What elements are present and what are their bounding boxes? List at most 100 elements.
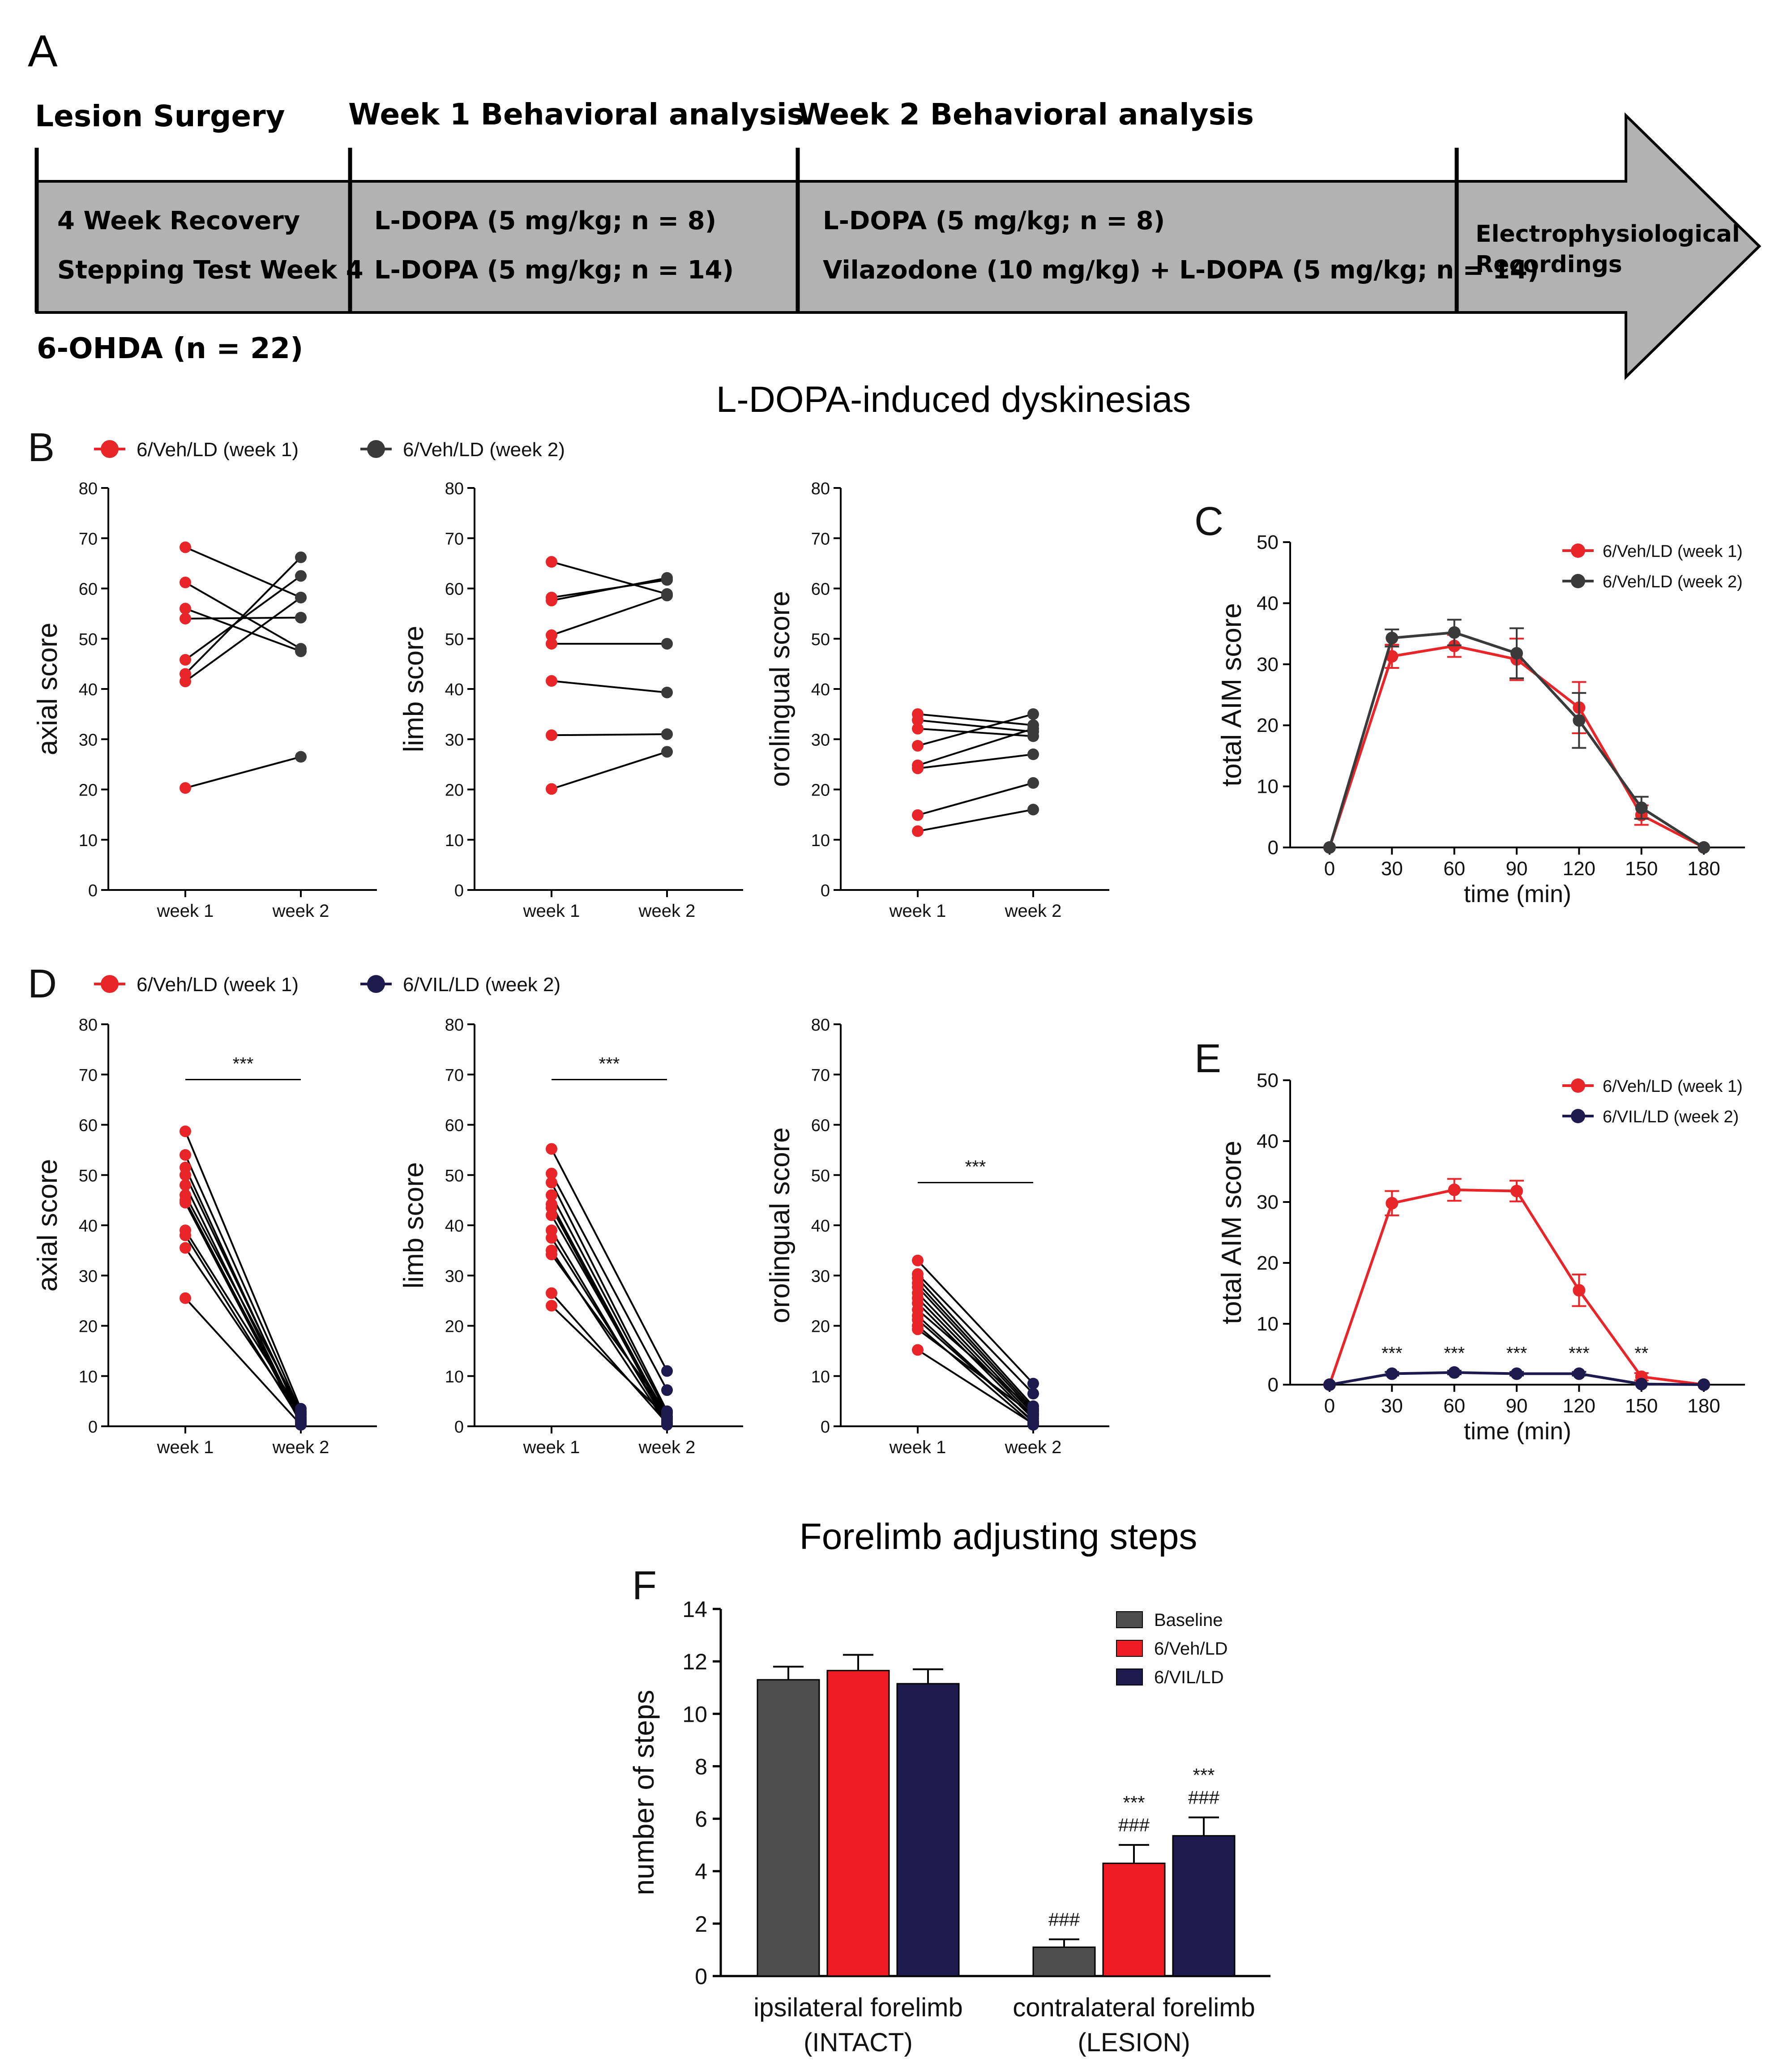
panel-letter-b: B (28, 425, 55, 470)
data-point-week1 (180, 1242, 191, 1254)
pair-line (551, 733, 667, 736)
y-tick-label: 80 (811, 479, 830, 498)
y-tick-label: 30 (445, 731, 464, 749)
x-tick-label: week 2 (638, 1437, 696, 1457)
legend-swatch (1116, 1611, 1143, 1628)
x-tick-label: 90 (1506, 858, 1528, 880)
y-tick-label: 30 (1257, 1191, 1279, 1213)
panel-letter-f: F (632, 1563, 657, 1608)
data-point-week2 (1027, 1418, 1039, 1430)
data-point-week1 (546, 595, 557, 607)
legend-marker (1571, 543, 1585, 558)
y-tick-label: 30 (811, 1267, 830, 1286)
x-tick-label: 180 (1687, 858, 1720, 880)
x-category-label: ipsilateral forelimb (753, 1993, 962, 2022)
y-axis-label: axial score (32, 1159, 63, 1292)
data-point-week1 (912, 825, 924, 837)
legend-marker (101, 975, 119, 993)
legend-marker (1571, 1078, 1585, 1093)
panel-letter-c: C (1194, 499, 1223, 544)
x-tick-label: 120 (1563, 1395, 1595, 1417)
pair-line (917, 1277, 1034, 1407)
data-point-week1 (912, 762, 924, 774)
y-axis-label: limb score (398, 626, 429, 753)
x-category-sublabel: (LESION) (1078, 2028, 1190, 2057)
data-point (1573, 1284, 1586, 1297)
data-point-week2 (1027, 1378, 1039, 1390)
x-axis-label: time (min) (1464, 881, 1571, 907)
data-point (1510, 1185, 1523, 1198)
y-tick-label: 20 (445, 1318, 464, 1336)
x-tick-label: 60 (1443, 1395, 1465, 1417)
data-point (1386, 1367, 1399, 1380)
box4-line1: Electrophysiological (1476, 221, 1740, 248)
data-point-week1 (180, 782, 191, 794)
y-tick-label: 60 (79, 580, 98, 599)
data-point-week1 (180, 654, 191, 666)
y-tick-label: 80 (79, 479, 98, 498)
bar (1102, 1862, 1166, 1977)
data-point-week2 (295, 591, 307, 603)
data-point-week1 (546, 637, 557, 650)
significance-label: ### (1048, 1909, 1080, 1930)
y-tick-label: 0 (1268, 1374, 1279, 1396)
pair-line (917, 782, 1034, 816)
x-tick-label: 0 (1324, 1395, 1335, 1417)
y-tick-label: 40 (811, 680, 830, 699)
x-tick-label: 120 (1563, 858, 1595, 880)
legend-marker (1571, 574, 1585, 588)
data-point-week2 (1027, 1409, 1039, 1421)
x-tick-label: 150 (1625, 1395, 1658, 1417)
x-tick-label: 180 (1687, 1395, 1720, 1417)
y-tick-label: 4 (695, 1859, 707, 1884)
y-tick-label: 0 (454, 1418, 464, 1437)
data-point-week1 (180, 1229, 191, 1241)
x-tick-label: week 2 (272, 1437, 329, 1457)
box2-line1: L-DOPA (5 mg/kg; n = 8) (374, 206, 716, 235)
y-tick-label: 80 (445, 479, 464, 498)
y-tick-label: 50 (811, 630, 830, 649)
y-tick-label: 20 (79, 781, 98, 800)
data-point-week1 (180, 1197, 191, 1209)
y-tick-label: 60 (445, 580, 464, 599)
legend-label: 6/Veh/LD (week 2) (403, 439, 565, 461)
significance-label: *** (1381, 1343, 1403, 1363)
data-point-week2 (295, 551, 307, 563)
significance-label: *** (965, 1157, 986, 1177)
pair-line (917, 1260, 1034, 1384)
panel-f-chart: F 0 2 4 6 8 10 12 14 number of steps ipsilateral f… (628, 1563, 1270, 2057)
y-tick-label: 20 (811, 1318, 830, 1336)
y-tick-label: 10 (1257, 776, 1279, 798)
y-tick-label: 40 (79, 680, 98, 699)
y-tick-label: 0 (1268, 837, 1279, 859)
data-point-week1 (180, 1292, 191, 1304)
data-point (1386, 632, 1399, 645)
data-point (1323, 841, 1336, 854)
bar (757, 1679, 820, 1977)
y-tick-label: 40 (1257, 1130, 1279, 1152)
significance-label: ** (1634, 1343, 1648, 1363)
legend-label: 6/Veh/LD (week 1) (1603, 542, 1743, 561)
y-axis-label: axial score (32, 623, 63, 755)
data-point-week1 (180, 612, 191, 625)
data-point-week2 (661, 637, 673, 650)
panel-a: A Lesion Surgery Week 1 Behavioral analy… (28, 26, 1762, 381)
data-point-week1 (546, 1232, 557, 1244)
pair-line (551, 561, 667, 595)
box3-line2: Vilazodone (10 mg/kg) + L-DOPA (5 mg/kg;… (823, 256, 1539, 285)
y-tick-label: 20 (811, 781, 830, 800)
data-point (1510, 647, 1523, 660)
y-tick-label: 40 (1257, 592, 1279, 614)
data-point-week2 (1027, 748, 1039, 760)
data-point-week2 (661, 572, 673, 584)
pair-line (184, 1297, 302, 1425)
y-tick-label: 40 (79, 1217, 98, 1236)
pair-line (917, 713, 1034, 747)
data-point-week1 (180, 541, 191, 553)
y-tick-label: 70 (445, 530, 464, 548)
y-tick-label: 60 (811, 580, 830, 599)
x-tick-label: week 1 (523, 901, 580, 921)
y-axis-label: number of steps (628, 1690, 660, 1895)
pair-line (551, 1173, 668, 1391)
data-point-week2 (295, 1419, 307, 1431)
